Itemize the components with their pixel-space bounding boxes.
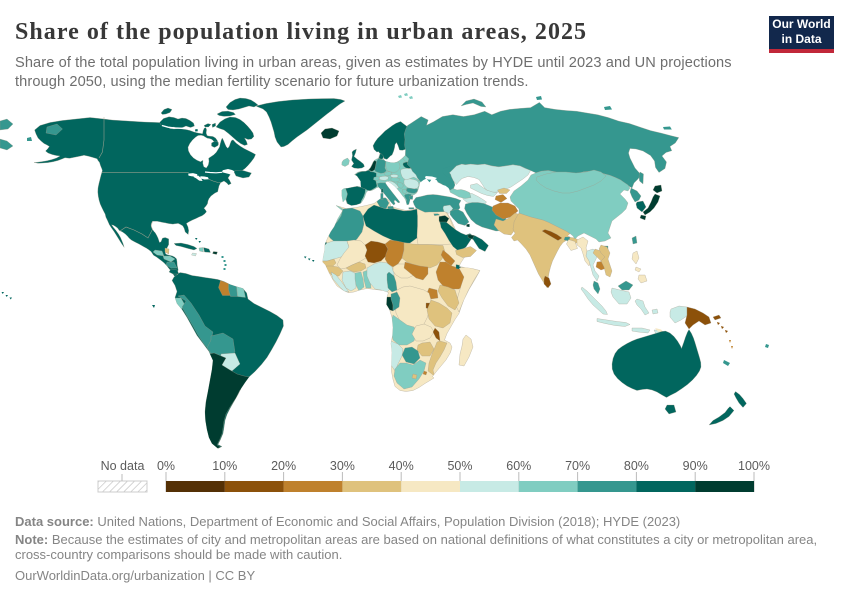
svg-text:60%: 60%: [506, 459, 531, 473]
svg-text:10%: 10%: [212, 459, 237, 473]
svg-text:50%: 50%: [447, 459, 472, 473]
svg-text:30%: 30%: [330, 459, 355, 473]
svg-text:70%: 70%: [565, 459, 590, 473]
svg-text:20%: 20%: [271, 459, 296, 473]
svg-text:80%: 80%: [624, 459, 649, 473]
svg-text:0%: 0%: [157, 459, 175, 473]
svg-text:90%: 90%: [683, 459, 708, 473]
svg-text:100%: 100%: [738, 459, 770, 473]
svg-text:40%: 40%: [389, 459, 414, 473]
